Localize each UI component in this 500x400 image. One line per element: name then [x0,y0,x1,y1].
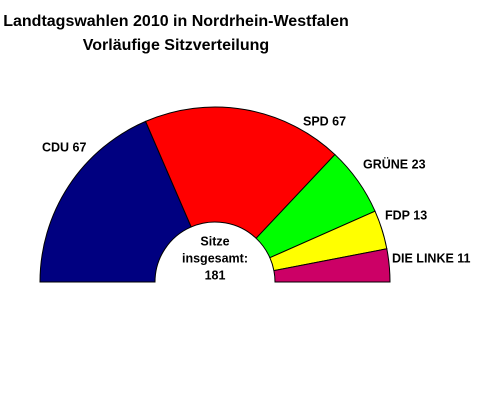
segment-label: DIE LINKE 11 [392,251,471,265]
center-label: insgesamt: [182,251,248,265]
chart-title: Landtagswahlen 2010 in Nordrhein-Westfal… [3,13,349,30]
center-label: Sitze [200,234,229,248]
chart-subtitle: Vorläufige Sitzverteilung [83,37,269,54]
segment-label: GRÜNE 23 [363,156,426,171]
total-seats: 181 [205,268,226,282]
segment-label: CDU 67 [42,140,87,154]
seat-segment [144,106,336,240]
seat-segment [39,120,192,283]
segment-label: FDP 13 [385,208,427,222]
seat-segment [273,248,391,283]
segment-label: SPD 67 [303,114,346,128]
